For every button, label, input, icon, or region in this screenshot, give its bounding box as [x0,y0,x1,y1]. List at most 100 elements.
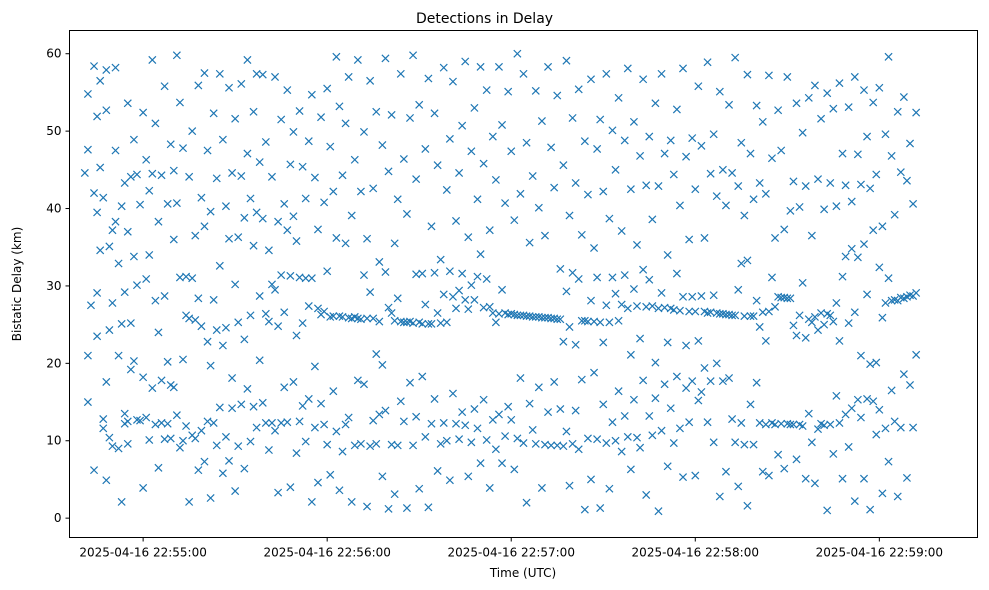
data-point [363,502,372,511]
data-point [620,411,629,420]
data-point [172,51,181,60]
data-point [396,69,405,78]
data-point [553,91,562,100]
data-point [715,492,724,501]
data-point [295,417,304,426]
data-point [99,424,108,433]
data-point [117,497,126,506]
data-point [409,441,418,450]
data-point [206,361,215,370]
data-point [458,121,467,130]
data-point [832,298,841,307]
data-point [887,296,896,305]
data-point [261,309,270,318]
data-point [292,237,301,246]
data-point [455,286,464,295]
data-point [586,475,596,484]
data-point [93,112,102,121]
data-point [675,306,684,315]
data-point [132,281,142,290]
data-point [461,421,470,430]
data-point [878,313,887,322]
data-point [139,108,148,117]
data-point [424,319,433,328]
data-point [608,273,617,282]
data-point [703,309,712,318]
data-point [372,107,381,116]
data-point [602,439,611,448]
data-point [728,311,737,320]
data-point [363,314,372,323]
data-point [111,217,120,226]
data-point [329,387,338,396]
data-point [224,456,234,465]
data-point [307,90,316,99]
data-point [859,86,869,95]
data-point [191,315,200,325]
data-point [375,257,384,266]
data-point [261,418,270,427]
data-point [234,233,243,242]
data-point [881,298,890,307]
data-point [313,225,322,234]
data-point [807,438,816,447]
data-point [347,211,356,220]
data-point [550,183,559,192]
data-point [887,386,896,395]
data-point [645,275,654,284]
data-point [473,272,482,281]
data-point [338,447,347,456]
data-point [498,120,507,129]
data-point [390,490,399,499]
data-point [789,321,798,330]
data-point [151,296,160,305]
data-point [142,274,151,283]
data-point [632,302,642,311]
data-point [448,389,457,398]
data-point [335,102,344,111]
data-point [583,434,592,443]
data-point [881,130,890,139]
data-point [850,308,859,317]
data-point [93,208,102,217]
data-point [746,400,755,409]
data-point [237,79,246,88]
data-point [479,395,488,404]
data-point [583,190,592,199]
data-point [562,427,571,436]
data-point [715,87,724,96]
data-point [902,473,911,482]
data-point [522,498,531,507]
data-point [402,209,411,218]
data-point [359,380,369,389]
data-point [602,301,611,310]
data-point [108,442,117,451]
data-point [780,225,789,234]
data-point [372,439,381,448]
data-point [636,334,645,343]
data-point [774,106,783,115]
data-point [329,312,338,321]
data-point [258,398,267,407]
data-point [476,459,485,468]
data-point [142,413,151,422]
data-point [310,173,319,182]
data-point [491,175,500,184]
data-point [455,435,464,444]
data-point [810,312,819,321]
data-point [246,311,255,320]
data-point [467,281,476,290]
data-point [721,467,730,476]
data-point [697,141,706,150]
x-tick-label: 2025-04-16 22:59:00 [816,546,943,560]
data-point [909,199,918,208]
data-point [332,233,341,242]
data-point [439,290,448,299]
y-tick-label: 0 [54,511,62,525]
data-point [399,154,408,164]
data-point [307,497,316,506]
data-point [212,174,221,183]
data-point [632,433,642,442]
data-point [433,309,442,318]
data-point [353,314,362,323]
